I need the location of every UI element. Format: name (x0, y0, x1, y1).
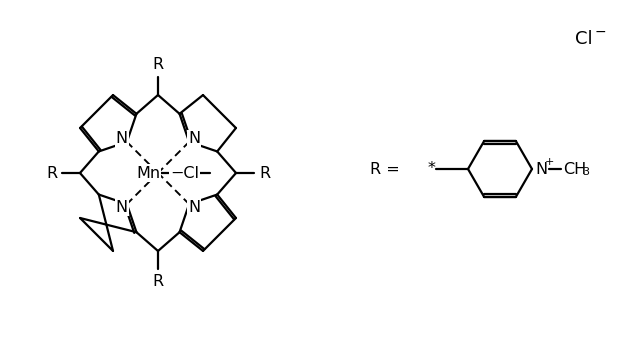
Text: −: − (595, 25, 607, 39)
Text: R: R (152, 274, 164, 289)
Text: R: R (152, 57, 164, 72)
Text: CH: CH (563, 161, 586, 177)
Text: R: R (46, 166, 57, 181)
Text: 3: 3 (582, 167, 589, 177)
Text: −Cl: −Cl (170, 166, 199, 181)
Text: N: N (116, 131, 128, 147)
Text: Cl: Cl (575, 30, 593, 48)
Text: N: N (116, 200, 128, 215)
Text: N: N (188, 200, 200, 215)
Text: R: R (259, 166, 270, 181)
Text: *: * (428, 161, 436, 177)
Text: R =: R = (370, 161, 400, 177)
Text: Mn: Mn (136, 166, 160, 181)
Text: +: + (545, 157, 554, 167)
Text: N: N (188, 131, 200, 147)
Text: N: N (535, 161, 547, 177)
